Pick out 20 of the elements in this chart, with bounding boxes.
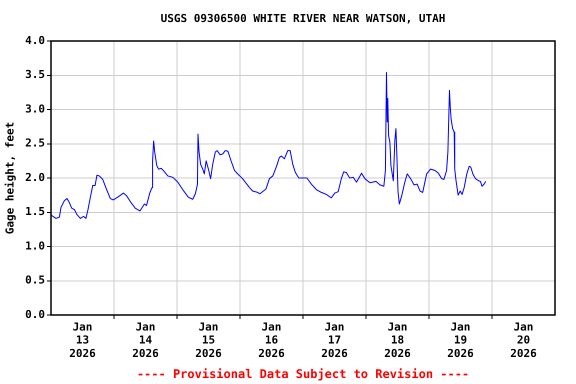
x-tick-label: Jan 13 2026 bbox=[69, 320, 96, 360]
y-tick-label: 1.5 bbox=[25, 205, 45, 218]
y-tick-label: 2.5 bbox=[25, 136, 45, 150]
y-tick-label: 3.0 bbox=[25, 102, 45, 116]
x-tick-label: Jan 15 2026 bbox=[195, 320, 222, 360]
x-tick-label: Jan 20 2026 bbox=[510, 320, 538, 360]
y-axis-title: Gage height, feet bbox=[3, 122, 16, 234]
y-tick-label: 0.5 bbox=[25, 274, 45, 287]
y-tick-label: 4.0 bbox=[25, 34, 45, 47]
y-tick-label: 3.5 bbox=[25, 68, 45, 82]
chart-title: USGS 09306500 WHITE RIVER NEAR WATSON, UTAH bbox=[160, 12, 446, 25]
y-tick-label: 1.0 bbox=[25, 239, 45, 252]
y-tick-label: 2.0 bbox=[25, 170, 45, 184]
text: ---- Provisional Data Subject to Revision ---- bbox=[136, 367, 470, 382]
x-tick-label: Jan 17 2026 bbox=[321, 320, 348, 360]
x-tick-label: Jan 18 2026 bbox=[384, 320, 412, 360]
x-tick-label: Jan 14 2026 bbox=[132, 320, 160, 360]
y-tick-label: 0.0 bbox=[25, 308, 45, 321]
x-tick-label: Jan 19 2026 bbox=[447, 320, 474, 360]
x-tick-label: Jan 16 2026 bbox=[258, 320, 286, 360]
